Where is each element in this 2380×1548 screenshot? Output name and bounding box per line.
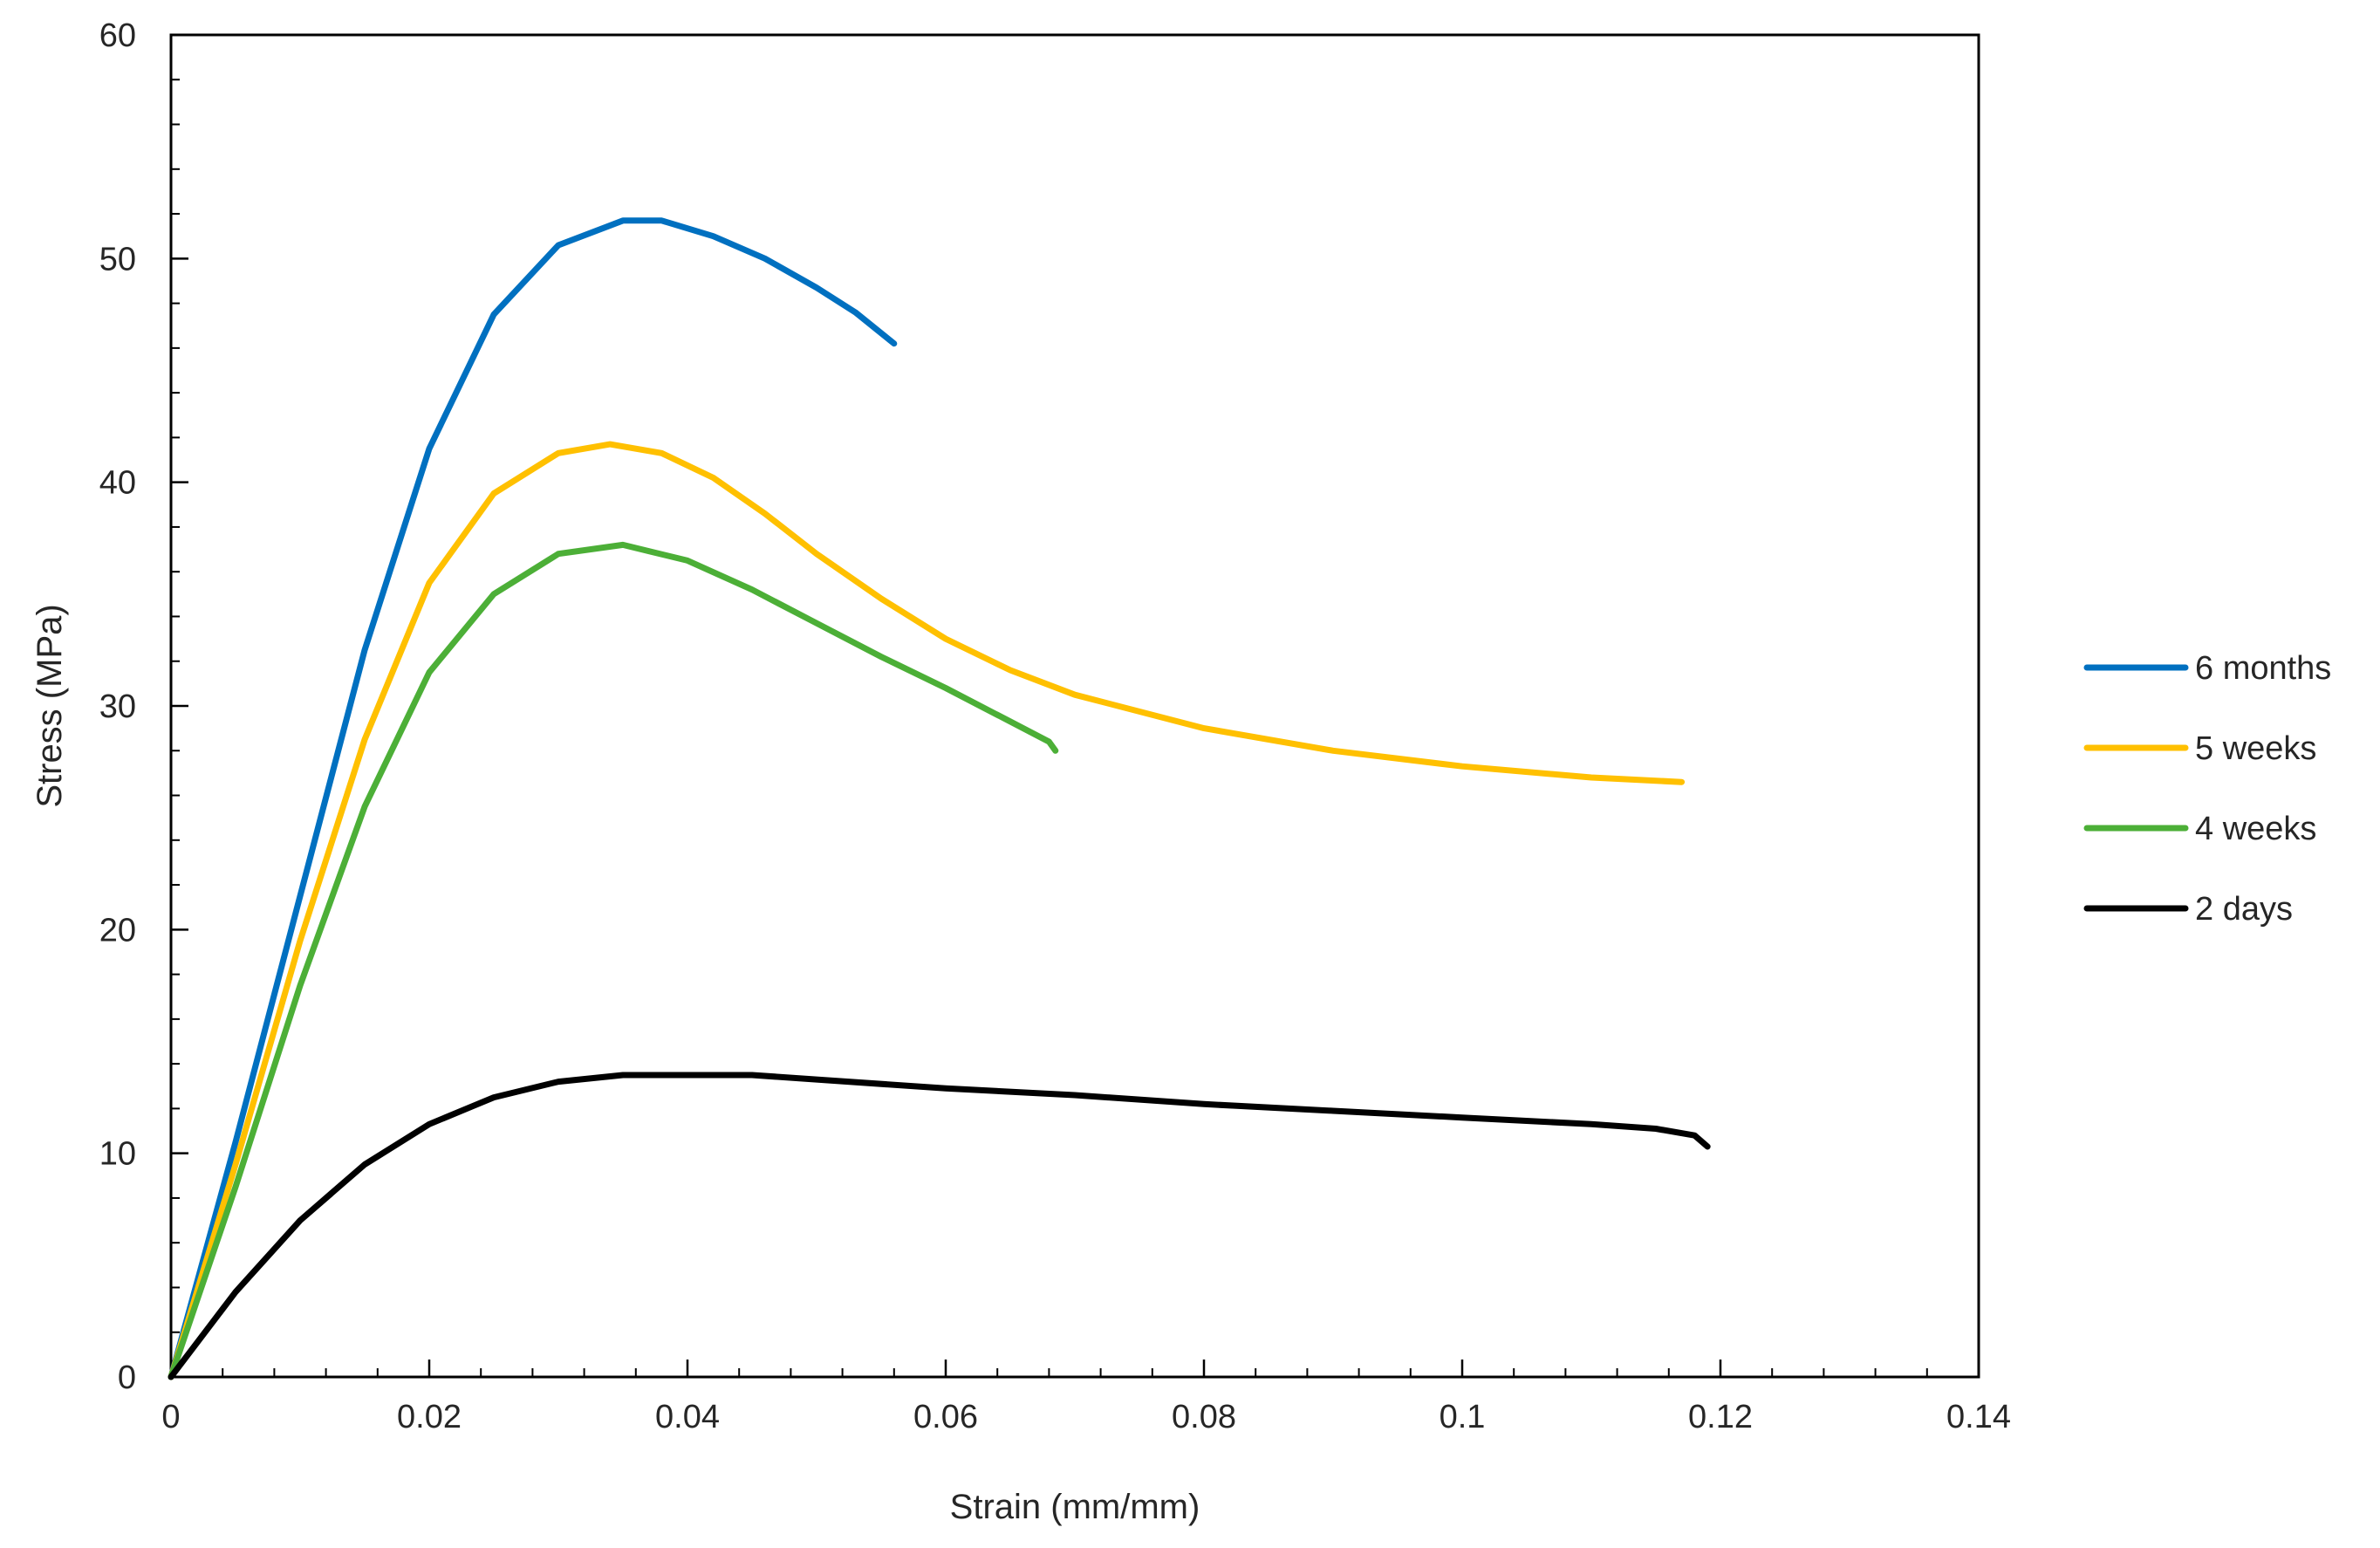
x-tick-label: 0.08 bbox=[1172, 1399, 1236, 1435]
x-minor-ticks bbox=[222, 1368, 1928, 1377]
x-tick-label: 0.04 bbox=[655, 1399, 720, 1435]
y-axis-ticks: 0 10 20 30 40 50 60 bbox=[99, 17, 188, 1396]
y-tick-label: 50 bbox=[99, 241, 136, 277]
y-tick-label: 20 bbox=[99, 912, 136, 949]
y-minor-ticks bbox=[171, 79, 180, 1333]
series-line-5-weeks bbox=[168, 441, 1686, 1380]
y-tick-label: 10 bbox=[99, 1136, 136, 1173]
legend-label-4-weeks: 4 weeks bbox=[2195, 811, 2316, 847]
x-tick-label: 0.14 bbox=[1946, 1399, 2011, 1435]
y-axis-title: Stress (MPa) bbox=[31, 604, 69, 807]
series-line-2-days bbox=[168, 1072, 1711, 1380]
series-lines bbox=[168, 217, 1711, 1380]
legend-label-6-months: 6 months bbox=[2195, 650, 2331, 687]
x-tick-label: 0.12 bbox=[1688, 1399, 1753, 1435]
legend: 6 months 5 weeks 4 weeks 2 days bbox=[2083, 650, 2331, 928]
y-tick-label: 0 bbox=[118, 1360, 136, 1396]
y-tick-label: 30 bbox=[99, 688, 136, 725]
legend-label-2-days: 2 days bbox=[2195, 891, 2293, 928]
x-axis-title: Strain (mm/mm) bbox=[950, 1488, 1200, 1526]
series-line-6-months bbox=[168, 217, 898, 1380]
y-tick-label: 60 bbox=[99, 17, 136, 54]
x-tick-label: 0.1 bbox=[1440, 1399, 1486, 1435]
x-tick-label: 0.02 bbox=[397, 1399, 462, 1435]
x-axis-ticks: 0 0.02 0.04 0.06 0.08 0.1 0.12 0.14 bbox=[161, 1360, 2011, 1435]
plot-frame bbox=[169, 33, 1980, 1379]
x-tick-label: 0.06 bbox=[913, 1399, 978, 1435]
y-tick-label: 40 bbox=[99, 465, 136, 502]
x-tick-label: 0 bbox=[161, 1399, 180, 1435]
legend-label-5-weeks: 5 weeks bbox=[2195, 730, 2316, 767]
series-line-4-weeks bbox=[168, 541, 1059, 1380]
